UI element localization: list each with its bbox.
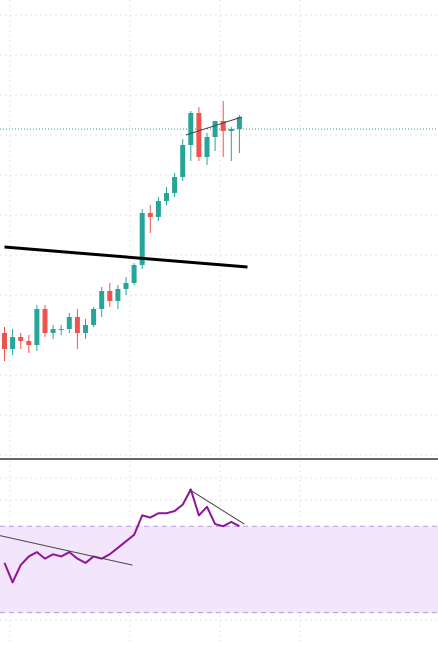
candle xyxy=(131,263,137,285)
candle xyxy=(196,107,202,161)
candle-body xyxy=(131,265,137,283)
price-trendline-wedge xyxy=(185,116,242,136)
candle-body xyxy=(91,309,97,325)
candle-body xyxy=(34,309,40,345)
candle-body xyxy=(123,283,129,289)
candle-body xyxy=(139,213,145,265)
candle xyxy=(188,111,194,161)
candle-body xyxy=(58,329,64,330)
candle-body xyxy=(42,309,48,333)
candle xyxy=(10,329,16,355)
candle xyxy=(18,333,24,349)
candle-body xyxy=(74,317,80,333)
candle-body xyxy=(164,193,169,201)
candle-body xyxy=(26,341,32,345)
candle xyxy=(26,335,32,353)
candle xyxy=(107,283,113,307)
candle xyxy=(99,287,105,317)
candle xyxy=(115,285,121,309)
candle xyxy=(236,115,242,153)
rsi-trendline xyxy=(188,489,245,525)
candle xyxy=(66,313,72,333)
rsi-line xyxy=(3,488,240,584)
candle xyxy=(139,209,145,269)
price-trendline-main xyxy=(4,245,248,269)
candle-body xyxy=(172,177,178,193)
candle xyxy=(42,305,48,337)
candle xyxy=(91,307,97,327)
candle xyxy=(228,127,234,161)
candle-body xyxy=(228,129,234,131)
candle xyxy=(50,325,56,339)
candle-body xyxy=(196,113,202,157)
candle xyxy=(2,327,7,361)
candle xyxy=(172,173,178,197)
candle-body xyxy=(220,121,226,131)
candles-layer xyxy=(2,101,242,361)
candle-body xyxy=(180,145,186,177)
candle xyxy=(147,205,153,233)
candle xyxy=(204,133,210,165)
candle-body xyxy=(10,337,16,349)
candle-body xyxy=(236,117,242,129)
candle xyxy=(155,197,161,221)
candle xyxy=(34,305,40,351)
candle-body xyxy=(83,325,88,333)
candle-body xyxy=(2,333,7,349)
candle xyxy=(74,309,80,349)
candle-body xyxy=(115,289,121,301)
rsi-line-layer xyxy=(0,488,245,584)
candle-body xyxy=(212,121,218,137)
candle-body xyxy=(147,213,153,217)
candle xyxy=(164,187,169,205)
rsi-band xyxy=(0,526,438,613)
candle xyxy=(180,139,186,181)
candle-body xyxy=(99,291,105,309)
rsi-trendline xyxy=(0,535,133,566)
candle-body xyxy=(155,201,161,217)
candle-body xyxy=(204,137,210,157)
candle-body xyxy=(188,113,194,145)
candle-body xyxy=(18,337,24,341)
candle-body xyxy=(50,329,56,333)
candle-body xyxy=(66,317,72,329)
candle xyxy=(220,101,226,157)
candle xyxy=(123,277,129,295)
rsi-band-layer xyxy=(0,525,438,614)
candle xyxy=(83,319,88,339)
candle xyxy=(58,325,64,335)
candle-body xyxy=(107,291,113,301)
drawings-layer xyxy=(4,116,248,269)
